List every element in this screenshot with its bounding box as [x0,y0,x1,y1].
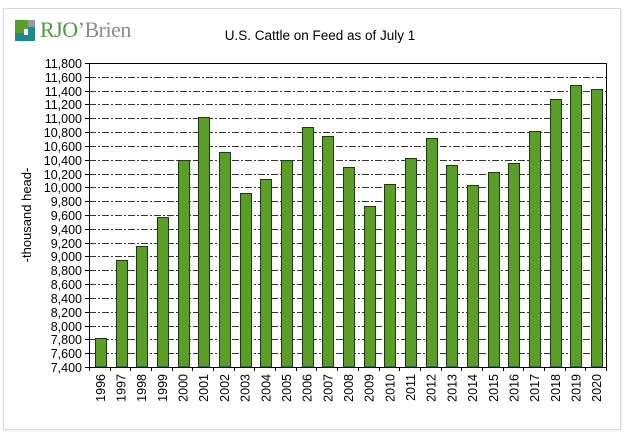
y-tick-label: 8,200 [51,306,82,320]
y-tick-label: 7,600 [51,347,82,361]
x-tick-label: 2005 [280,374,294,402]
y-tick-label: 11,200 [45,98,82,112]
x-tick-label: 2019 [569,374,583,402]
y-tick-label: 9,800 [51,195,82,209]
bar-2003 [240,193,252,368]
y-tick-label: 9,400 [51,223,82,237]
bar-2019 [570,85,582,368]
x-tick-label: 2014 [466,374,480,402]
y-tick-label: 8,400 [51,292,82,306]
x-tick-label: 2003 [239,374,253,402]
bar-2004 [260,179,272,368]
bar-2001 [198,117,210,368]
y-tick-label: 9,600 [51,209,82,223]
x-tick-label: 2006 [301,374,315,402]
y-tick-label: 7,400 [51,361,82,375]
y-tick-label: 9,200 [51,237,82,251]
rjobrien-logo: RJO’Brien [15,18,131,42]
y-tick-labels: 7,4007,6007,8008,0008,2008,4008,6008,800… [44,57,82,375]
y-tick-label: 11,800 [45,57,82,71]
bar-1997 [116,260,128,368]
y-tick-label: 8,000 [51,320,82,334]
logo-rjo: RJO [40,17,78,42]
bar-2008 [343,167,355,368]
bar-2000 [178,160,190,368]
bar-2016 [508,163,520,368]
bar-1996 [95,338,107,368]
x-tick-label: 2016 [507,374,521,402]
y-tick-label: 11,400 [45,85,82,99]
y-tick-label: 10,400 [44,154,82,168]
logo-wordmark: RJO’Brien [40,18,131,42]
bar-2011 [405,158,417,368]
bar-2009 [364,206,376,368]
y-tick-label: 9,000 [51,250,82,264]
y-tick-label: 8,600 [51,278,82,292]
x-tick-label: 1996 [94,374,108,402]
y-tick-label: 10,200 [44,168,82,182]
x-tick-label: 2008 [342,374,356,402]
x-tick-label: 1997 [115,374,129,402]
x-tick-label: 2015 [487,374,501,402]
bar-2002 [219,152,231,368]
x-tick-label: 2001 [197,374,211,402]
bar-2014 [467,185,479,368]
y-tick-label: 10,800 [44,126,82,140]
x-tick-label: 2018 [549,374,563,402]
y-axis-title: -thousand head- [19,168,34,263]
y-tick-label: 8,800 [51,264,82,278]
x-tick-label: 2007 [321,374,335,402]
y-tick-label: 11,600 [45,71,82,85]
bar-2018 [550,99,562,368]
x-tick-label: 2004 [259,374,273,402]
bar-2007 [322,136,334,368]
x-tick-label: 1998 [135,374,149,402]
axes [85,63,607,371]
bar-2006 [302,127,314,368]
logo-mark-icon [15,19,36,41]
y-tick-label: 10,000 [44,181,82,195]
bars [95,85,603,368]
x-tick-label: 2009 [363,374,377,402]
x-tick-labels: 1996 1997 1998 1999 2000 2001 2002 2003 2004 2005… [94,374,604,402]
x-tick-label: 2000 [177,374,191,402]
bar-2020 [591,89,603,368]
y-tick-label: 10,600 [44,140,82,154]
x-tick-label: 2013 [445,374,459,402]
y-tick-label: 11,000 [45,112,82,126]
x-tick-label: 1999 [156,374,170,402]
x-tick-label: 2020 [590,374,604,402]
x-tick-label: 2010 [383,374,397,402]
logo-brien: ’Brien [77,17,132,42]
bar-2010 [384,184,396,368]
bar-1998 [136,246,148,368]
bar-2015 [488,172,500,368]
x-tick-label: 2011 [404,374,418,401]
chart-title: U.S. Cattle on Feed as of July 1 [224,28,416,43]
bar-1999 [157,217,169,368]
bar-2013 [446,165,458,368]
x-tick-label: 2002 [218,374,232,402]
x-tick-label: 2017 [528,374,542,402]
bar-2012 [426,138,438,368]
bar-2017 [529,131,541,368]
bar-2005 [281,160,293,368]
x-tick-label: 2012 [425,374,439,402]
y-tick-label: 7,800 [51,333,82,347]
